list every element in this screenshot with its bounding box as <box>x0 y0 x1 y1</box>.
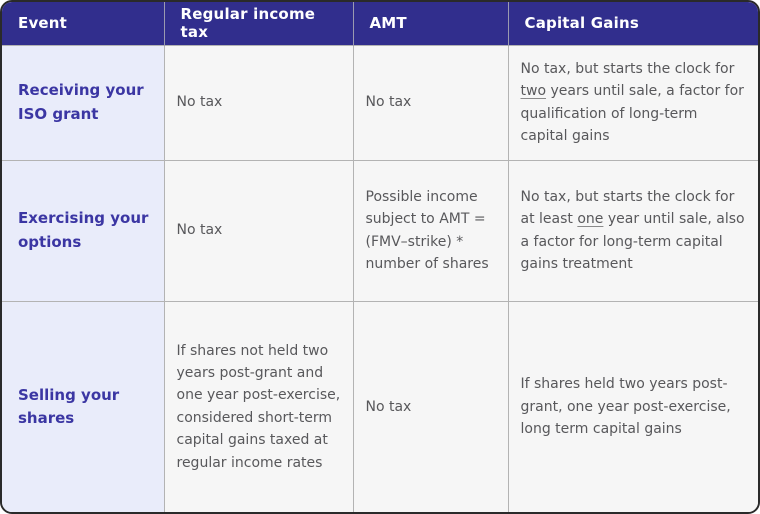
capital-gains-cell: No tax, but starts the clock for at leas… <box>508 159 758 301</box>
underlined-word: one <box>577 211 604 228</box>
column-header-capital-gains: Capital Gains <box>508 2 758 45</box>
capital-gains-text: No tax, but starts the clock for at leas… <box>520 188 735 228</box>
capital-gains-text: years until sale, a factor for qualifica… <box>520 83 744 144</box>
event-cell: Receiving your ISO grant <box>2 44 165 160</box>
table-row-receiving-iso-grant: Receiving your ISO grant No tax No tax N… <box>2 44 758 160</box>
underlined-word: two <box>520 83 547 100</box>
event-cell: Exercising your options <box>2 159 165 301</box>
table-row-selling-shares: Selling your shares If shares not held t… <box>2 300 758 512</box>
regular-income-tax-cell: If shares not held two years post-grant … <box>164 300 354 512</box>
capital-gains-text: No tax, but starts the clock for <box>520 60 735 77</box>
event-cell: Selling your shares <box>2 300 165 512</box>
capital-gains-text: year until sale, also a factor for long-… <box>520 211 745 272</box>
amt-cell: No tax <box>353 44 509 160</box>
table-row-exercising-options: Exercising your options No tax Possible … <box>2 159 758 301</box>
capital-gains-cell: No tax, but starts the clock for two yea… <box>508 44 758 160</box>
table-header-row: Event Regular income tax AMT Capital Gai… <box>2 2 758 45</box>
column-header-regular-income-tax: Regular income tax <box>164 2 354 45</box>
capital-gains-text: If shares held two years post-grant, one… <box>520 376 731 437</box>
regular-income-tax-cell: No tax <box>164 44 354 160</box>
amt-cell: Possible income subject to AMT = (FMV–st… <box>353 159 509 301</box>
amt-cell: No tax <box>353 300 509 512</box>
capital-gains-cell: If shares held two years post-grant, one… <box>508 300 758 512</box>
column-header-amt: AMT <box>353 2 509 45</box>
column-header-event: Event <box>2 2 165 45</box>
regular-income-tax-cell: No tax <box>164 159 354 301</box>
